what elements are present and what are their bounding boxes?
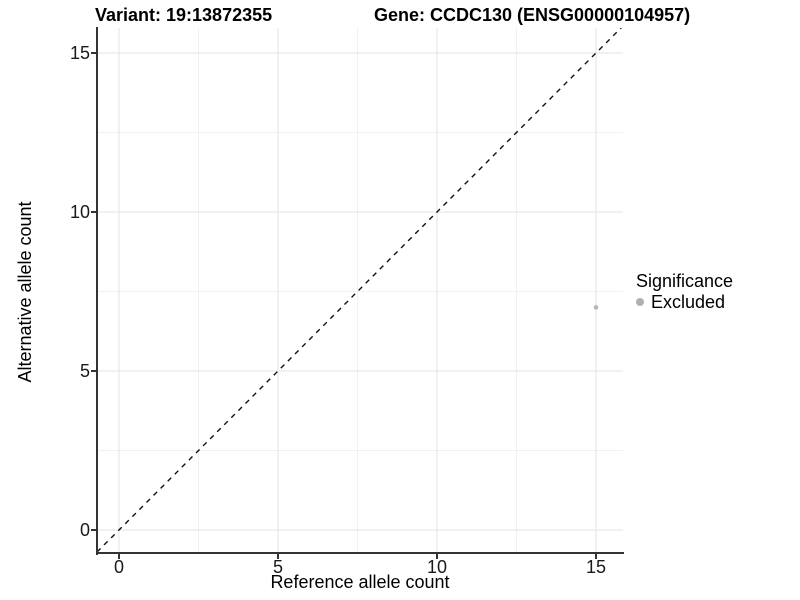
x-tick-mark [595, 554, 597, 559]
grid-major-lines [97, 28, 623, 554]
x-tick-label: 10 [426, 557, 448, 577]
y-axis-line [96, 27, 98, 555]
x-tick-label: 0 [113, 557, 124, 577]
x-axis-line [96, 552, 624, 554]
y-tick-label: 5 [79, 361, 90, 381]
x-tick-label: 5 [272, 557, 283, 577]
identity-line [97, 28, 622, 553]
variant-title: Variant: 19:13872355 [95, 5, 273, 25]
x-tick-mark [277, 554, 279, 559]
y-tick-mark [91, 52, 96, 54]
y-tick-label: 0 [79, 520, 90, 540]
legend-item-excluded: Excluded [636, 292, 733, 312]
x-tick-mark [118, 554, 120, 559]
x-tick-label: 15 [585, 557, 607, 577]
y-axis-title: Alternative allele count [15, 201, 35, 383]
y-tick-mark [91, 529, 96, 531]
y-tick-label: 10 [69, 202, 90, 222]
y-tick-mark [91, 370, 96, 372]
legend-point-icon [636, 298, 644, 306]
gene-title: Gene: CCDC130 (ENSG00000104957) [374, 5, 691, 25]
x-tick-mark [436, 554, 438, 559]
data-point [593, 305, 599, 310]
x-axis-title: Reference allele count [270, 572, 450, 592]
y-tick-label: 15 [69, 43, 90, 63]
legend: Significance Excluded [636, 271, 733, 312]
legend-item-label: Excluded [651, 292, 726, 312]
y-tick-mark [91, 211, 96, 213]
grid-minor-lines [97, 28, 623, 554]
legend-title: Significance [636, 271, 734, 291]
plot-panel [97, 28, 623, 554]
